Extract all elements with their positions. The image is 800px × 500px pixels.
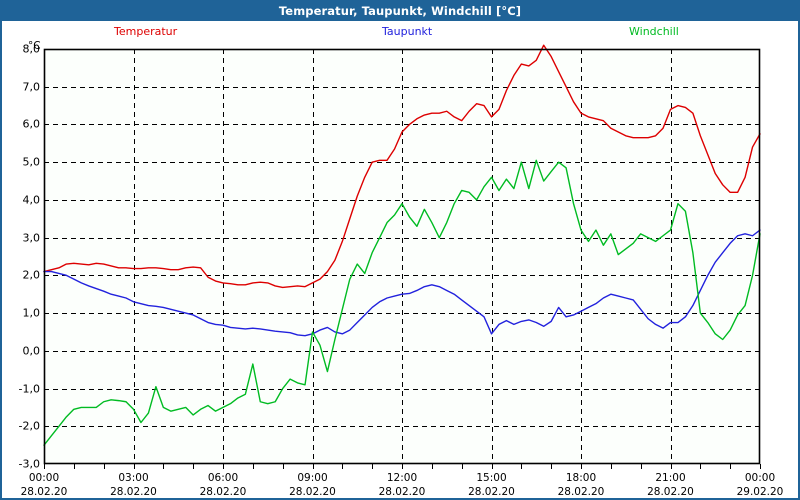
y-axis-tick-labels: 8,0 7,0 6,0 5,0 4,0 3,0 2,0 1,0 0,0 -1,0 -2,0 -3,0: [2, 2, 40, 498]
x-axis-tick-time: 00:00: [28, 472, 60, 484]
x-axis-tick-date: 28.02.20: [110, 486, 157, 498]
x-axis-tick-label: 21:00 28.02.20: [641, 471, 701, 499]
x-axis-tick-date: 28.02.20: [647, 486, 694, 498]
data-series-group: [43, 44, 761, 446]
x-axis-tick-time: 00:00: [744, 472, 776, 484]
x-axis-tick-date: 28.02.20: [199, 486, 247, 498]
x-axis-tick-date: 28.02.20: [468, 486, 515, 498]
x-axis-tick-time: 09:00: [297, 472, 328, 484]
axis-tick-marks-group: [44, 464, 761, 469]
series-line-taupunkt: [43, 229, 761, 337]
y-axis-tick-label: 5,0: [22, 155, 41, 169]
legend-item-windchill: Windchill: [629, 25, 679, 38]
x-axis-tick-time: 18:00: [565, 472, 597, 484]
x-axis-tick-time: 21:00: [655, 472, 686, 484]
y-axis-tick-label: 7,0: [22, 80, 41, 94]
x-axis-tick-date: 28.02.20: [289, 486, 336, 498]
y-axis-tick-label: 1,0: [22, 306, 41, 320]
x-axis-tick-date: 28.02.20: [20, 486, 68, 498]
y-axis-tick-label: -2,0: [18, 419, 40, 433]
x-axis-tick-date: 29.02.20: [736, 486, 784, 498]
y-axis-unit-label: °C: [28, 40, 41, 52]
x-axis-tick-label: 12:00 28.02.20: [372, 471, 432, 499]
x-axis-tick-label: 15:00 28.02.20: [462, 471, 522, 499]
x-axis-tick-label: 00:00 29.02.20: [730, 471, 790, 499]
y-axis-tick-label: 3,0: [22, 231, 41, 245]
y-axis-tick-label: 2,0: [22, 268, 41, 282]
x-axis-tick-time: 06:00: [207, 472, 239, 484]
plot-frame-group: [43, 48, 761, 465]
x-axis-tick-label: 18:00 28.02.20: [551, 471, 611, 499]
y-axis-tick-label: -1,0: [18, 382, 40, 396]
x-axis-tick-label: 03:00 28.02.20: [104, 471, 164, 499]
y-axis-tick-label: -3,0: [18, 457, 40, 471]
x-axis-tick-date: 28.02.20: [557, 486, 605, 498]
x-axis-tick-label: 00:00 28.02.20: [14, 471, 74, 499]
y-axis-tick-label: 6,0: [22, 117, 41, 131]
window-title-bar: Temperatur, Taupunkt, Windchill [°C]: [2, 2, 798, 21]
x-axis-tick-labels: 00:00 28.02.20 03:00 28.02.20 06:00 28.02.20 0…: [2, 466, 798, 498]
x-axis-tick-label: 06:00 28.02.20: [193, 471, 253, 499]
plot-frame: [43, 48, 761, 465]
series-line-windchill: [43, 159, 761, 446]
x-axis-tick-date: 28.02.20: [378, 486, 426, 498]
x-axis-tick-time: 03:00: [118, 472, 149, 484]
x-axis-tick-time: 15:00: [476, 472, 507, 484]
legend-item-temperatur: Temperatur: [114, 25, 178, 38]
y-axis-tick-label: 0,0: [22, 344, 41, 358]
y-axis-tick-label: 8,0: [22, 42, 41, 56]
y-axis-tick-label: 4,0: [22, 193, 41, 207]
window-title: Temperatur, Taupunkt, Windchill [°C]: [278, 4, 522, 18]
x-axis-tick-time: 12:00: [386, 472, 418, 484]
legend-item-taupunkt: Taupunkt: [382, 25, 433, 38]
x-axis-tick-label: 09:00 28.02.20: [283, 471, 343, 499]
chart-legend: Temperatur Taupunkt Windchill: [2, 23, 798, 41]
series-line-temperatur: [43, 44, 761, 289]
